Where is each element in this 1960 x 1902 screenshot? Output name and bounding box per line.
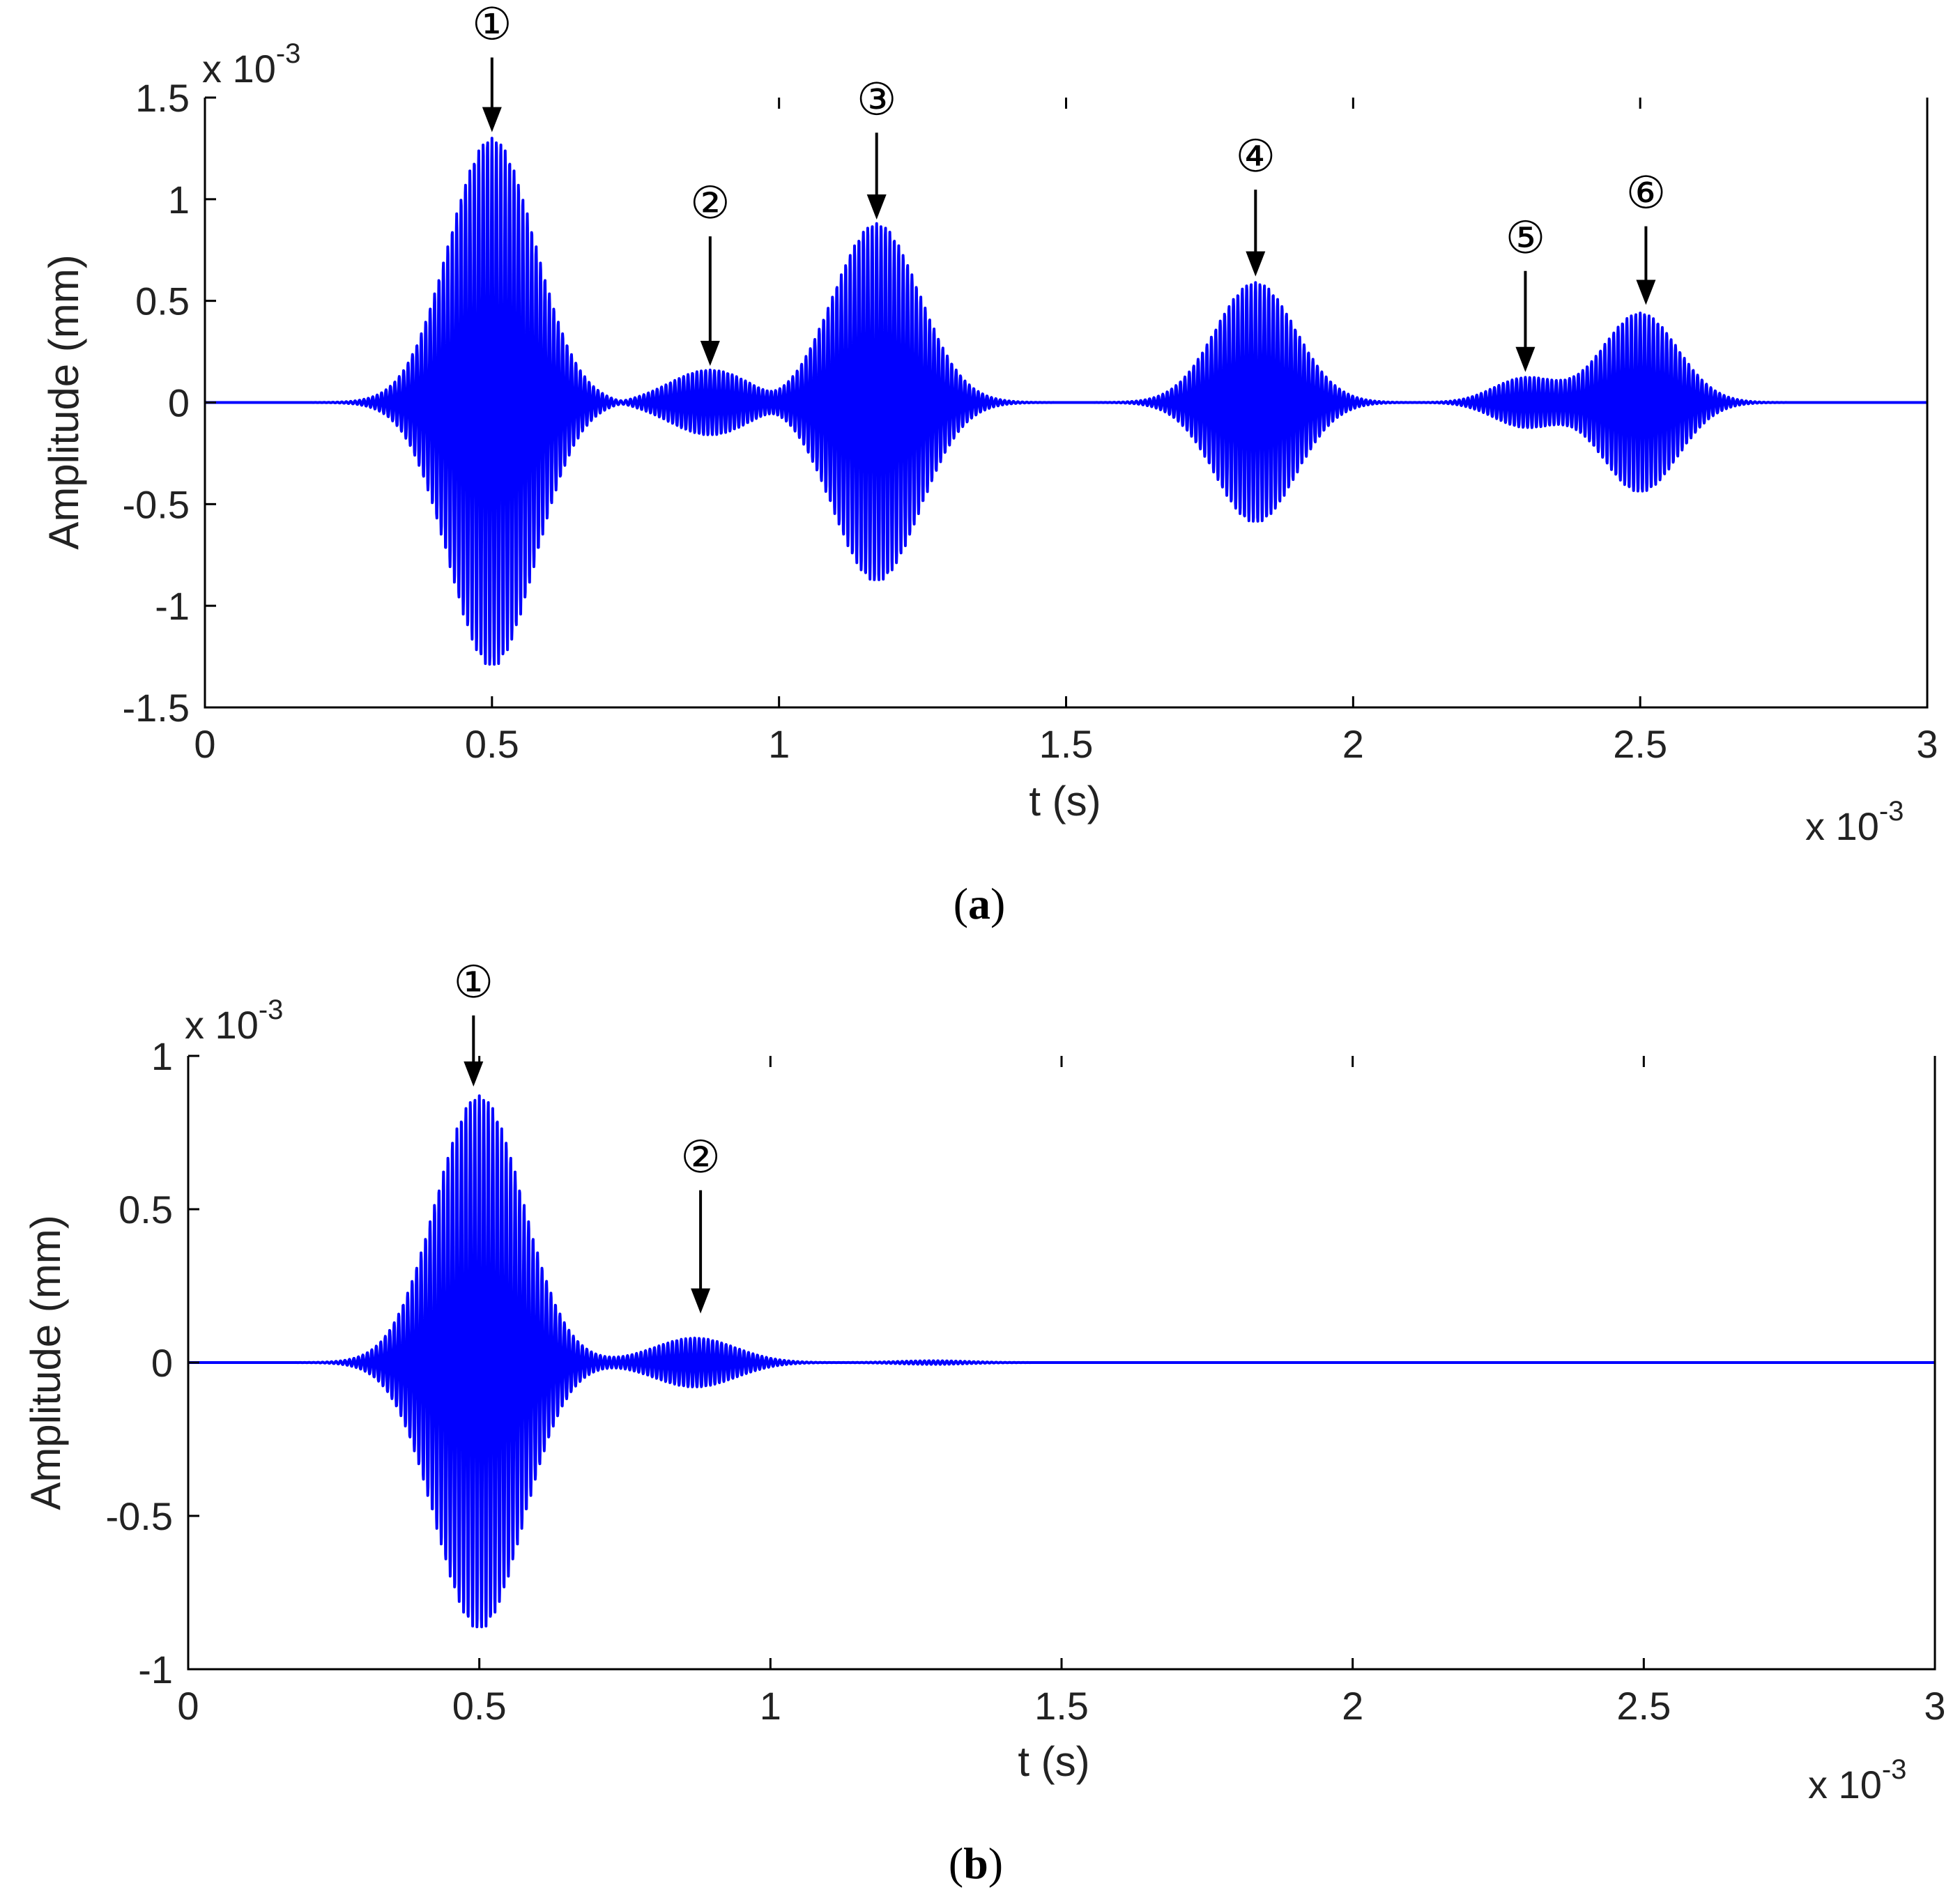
- x-tick-label: 3: [1924, 1684, 1945, 1728]
- y-exponent-label-b: x 10-3: [185, 995, 283, 1047]
- signal-line: [187, 1094, 1936, 1629]
- annotation-label: ⑤: [1506, 213, 1545, 264]
- y-tick-label: 0.5: [118, 1188, 173, 1232]
- signal-line: [204, 137, 1929, 666]
- y-tick-label: 0.5: [135, 279, 190, 323]
- annotation-label: ⑥: [1626, 168, 1666, 220]
- annotation-label: ③: [857, 74, 896, 125]
- annotation-arrowhead: [464, 1061, 484, 1087]
- x-tick-label: 0.5: [465, 722, 519, 766]
- x-tick-label: 1.5: [1034, 1684, 1089, 1728]
- x-tick-label: 0.5: [452, 1684, 507, 1728]
- y-tick-label: -0.5: [123, 482, 190, 526]
- x-tick-label: 2.5: [1616, 1684, 1671, 1728]
- y-exponent-label-a: x 10-3: [202, 38, 300, 91]
- y-tick-label: -0.5: [106, 1494, 174, 1538]
- x-tick-label: 1: [760, 1684, 781, 1728]
- y-ticks-b: 1 0.5 0 -0.5 -1: [106, 1034, 199, 1692]
- x-tick-label: 2: [1342, 1684, 1363, 1728]
- annotation-arrowhead: [866, 194, 887, 220]
- annotation-arrowhead: [1636, 279, 1656, 305]
- annotations-b: ①②: [454, 957, 721, 1314]
- x-tick-label: 0: [177, 1684, 199, 1728]
- annotation-arrowhead: [1515, 346, 1536, 372]
- x-tick-label: 3: [1916, 722, 1938, 766]
- x-tick-label: 2: [1342, 722, 1364, 766]
- annotation-label: ②: [680, 1132, 720, 1183]
- annotation-arrowhead: [700, 341, 720, 366]
- annotation-arrowhead: [1246, 251, 1266, 277]
- annotation-arrowhead: [691, 1288, 711, 1314]
- y-tick-label: 1: [151, 1034, 173, 1078]
- x-ticks-a: 0 0.5 1 1.5 2 2.5 3: [194, 98, 1938, 766]
- y-tick-label: -1: [138, 1648, 173, 1692]
- y-axis-label-a: Amplitude (mm): [40, 254, 87, 549]
- x-axis-label-a: t (s): [1029, 778, 1101, 825]
- chart-panel-a: 0 0.5 1 1.5 2 2.5 3 1.5 1 0.5 0 -0.5 -1 -1.5 t (s) A…: [40, 0, 1938, 928]
- caption-b: (b): [949, 1839, 1003, 1888]
- y-tick-label: -1.5: [123, 686, 190, 730]
- y-tick-label: 1.5: [135, 76, 190, 120]
- annotation-label: ①: [472, 0, 512, 51]
- x-tick-label: 1.5: [1039, 722, 1094, 766]
- y-tick-label: -1: [155, 584, 190, 628]
- x-tick-label: 2.5: [1613, 722, 1667, 766]
- chart-panel-b: 0 0.5 1 1.5 2 2.5 3 1 0.5 0 -0.5 -1 t (s) Amplitud…: [22, 957, 1946, 1888]
- x-exponent-label-b: x 10-3: [1808, 1754, 1906, 1807]
- annotation-label: ④: [1236, 131, 1276, 183]
- x-axis-label-b: t (s): [1018, 1738, 1089, 1785]
- x-ticks-b: 0 0.5 1 1.5 2 2.5 3: [177, 1056, 1946, 1728]
- y-tick-label: 0: [151, 1341, 173, 1385]
- x-tick-label: 1: [768, 722, 790, 766]
- y-ticks-a: 1.5 1 0.5 0 -0.5 -1 -1.5: [123, 76, 216, 730]
- annotation-label: ①: [454, 957, 493, 1008]
- x-tick-label: 0: [194, 722, 215, 766]
- signal-series-b: [187, 1094, 1936, 1629]
- annotations-a: ① ② ③ ④ ⑤ ⑥: [472, 0, 1666, 372]
- signal-series-a: [204, 137, 1929, 666]
- y-axis-label-b: Amplitude (mm): [22, 1215, 69, 1510]
- y-tick-label: 1: [168, 178, 190, 222]
- annotation-label: ②: [690, 178, 730, 229]
- annotation-arrowhead: [482, 107, 502, 132]
- caption-a: (a): [954, 879, 1006, 928]
- x-exponent-label-a: x 10-3: [1805, 796, 1904, 848]
- y-tick-label: 0: [168, 381, 190, 425]
